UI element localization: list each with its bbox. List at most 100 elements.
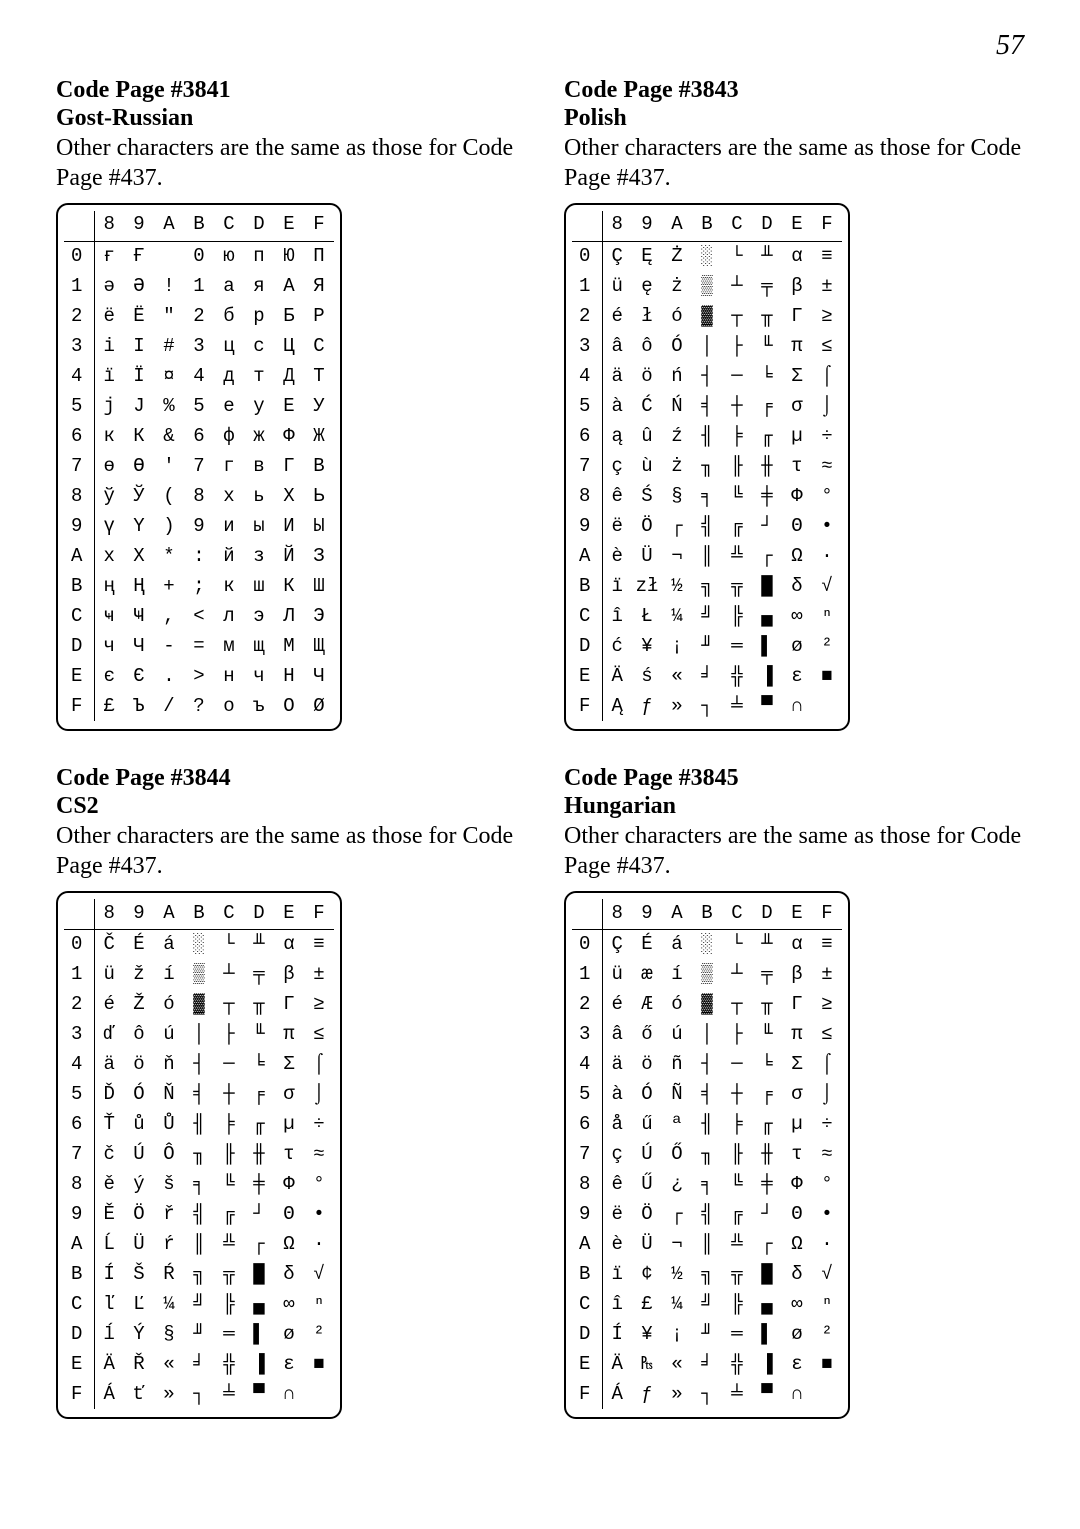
glyph-cell: Ř (124, 1349, 154, 1379)
glyph-cell: ┘ (752, 511, 782, 541)
glyph-cell: Ů (154, 1109, 184, 1139)
glyph-cell: р (244, 301, 274, 331)
glyph-cell: ¼ (662, 601, 692, 631)
glyph-cell: ╗ (692, 571, 722, 601)
glyph-cell: Ь (304, 481, 334, 511)
glyph-cell: 1 (184, 271, 214, 301)
glyph-cell: Ñ (662, 1079, 692, 1109)
glyph-cell: ▄ (244, 1289, 274, 1319)
glyph-cell: ╕ (184, 1169, 214, 1199)
glyph-cell: ▓ (692, 989, 722, 1019)
table-corner (64, 211, 94, 241)
glyph-cell: ╬ (722, 661, 752, 691)
glyph-cell: ┼ (214, 1079, 244, 1109)
row-header: 3 (572, 331, 602, 361)
glyph-cell: ф (214, 421, 244, 451)
glyph-cell: т (244, 361, 274, 391)
glyph-cell: • (304, 1199, 334, 1229)
row-header: C (572, 601, 602, 631)
glyph-cell: Ё (124, 301, 154, 331)
glyph-cell: ≡ (812, 241, 842, 271)
glyph-cell: К (124, 421, 154, 451)
glyph-cell: ç (602, 451, 632, 481)
glyph-cell: â (602, 1019, 632, 1049)
row-header: 9 (572, 1199, 602, 1229)
glyph-cell: ╞ (214, 1109, 244, 1139)
glyph-cell: ¢ (632, 1259, 662, 1289)
glyph-cell: П (304, 241, 334, 271)
glyph-cell: Ť (94, 1109, 124, 1139)
glyph-cell: µ (782, 1109, 812, 1139)
glyph-cell: ù (632, 451, 662, 481)
glyph-cell: Л (274, 601, 304, 631)
glyph-cell: ż (662, 451, 692, 481)
row-header: 5 (572, 391, 602, 421)
glyph-cell: ╕ (692, 481, 722, 511)
row-header: 7 (572, 1139, 602, 1169)
glyph-cell: ╛ (184, 1349, 214, 1379)
glyph-cell: / (154, 691, 184, 721)
glyph-cell: Φ (782, 481, 812, 511)
glyph-cell: » (662, 1379, 692, 1409)
glyph-cell: Д (274, 361, 304, 391)
glyph-cell: 0 (184, 241, 214, 271)
table-corner (64, 899, 94, 929)
glyph-cell: ┤ (692, 361, 722, 391)
glyph-cell: ы (244, 511, 274, 541)
column-header: F (304, 211, 334, 241)
glyph-cell: · (812, 1229, 842, 1259)
glyph-cell: ╠ (214, 1289, 244, 1319)
glyph-cell: Ó (124, 1079, 154, 1109)
glyph-cell: £ (94, 691, 124, 721)
glyph-cell: ┴ (214, 959, 244, 989)
glyph-cell: í (154, 959, 184, 989)
glyph-cell: ú (662, 1019, 692, 1049)
row-header: 1 (64, 959, 94, 989)
glyph-cell: ҹ (94, 601, 124, 631)
glyph-cell: ╧ (722, 1379, 752, 1409)
glyph-cell: ñ (662, 1049, 692, 1079)
row-header: C (64, 1289, 94, 1319)
glyph-cell: · (812, 541, 842, 571)
glyph-cell: ś (632, 661, 662, 691)
glyph-cell: Ü (124, 1229, 154, 1259)
glyph-cell: ƒ (632, 1379, 662, 1409)
glyph-cell: ≤ (812, 331, 842, 361)
glyph-cell: є (94, 661, 124, 691)
glyph-cell: ╦ (722, 571, 752, 601)
glyph-cell: ╘ (752, 361, 782, 391)
glyph-cell: ó (662, 989, 692, 1019)
glyph-cell: σ (782, 391, 812, 421)
glyph-cell: ▌ (752, 631, 782, 661)
glyph-cell: ≈ (812, 451, 842, 481)
glyph-cell: ▓ (692, 301, 722, 331)
glyph-cell: τ (274, 1139, 304, 1169)
row-header: F (572, 691, 602, 721)
glyph-cell: ╣ (692, 511, 722, 541)
glyph-cell: ≥ (812, 989, 842, 1019)
glyph-cell: ⁿ (304, 1289, 334, 1319)
glyph-cell: ≤ (812, 1019, 842, 1049)
glyph-cell: ü (602, 959, 632, 989)
glyph-cell (154, 241, 184, 271)
glyph-cell: » (154, 1379, 184, 1409)
glyph-cell: Ĺ (94, 1229, 124, 1259)
glyph-cell: ø (782, 1319, 812, 1349)
glyph-cell: É (124, 929, 154, 959)
glyph-cell: н (214, 661, 244, 691)
glyph-cell: ═ (722, 631, 752, 661)
glyph-cell: ├ (722, 331, 752, 361)
glyph-cell: ý (124, 1169, 154, 1199)
glyph-cell: ¼ (154, 1289, 184, 1319)
row-header: B (64, 571, 94, 601)
glyph-cell: Р (304, 301, 334, 331)
glyph-cell: Φ (274, 1169, 304, 1199)
glyph-cell: ⌡ (812, 1079, 842, 1109)
row-header: E (572, 661, 602, 691)
glyph-cell (812, 691, 842, 721)
glyph-cell: Ä (94, 1349, 124, 1379)
glyph-cell: ╙ (752, 1019, 782, 1049)
glyph-cell: 6 (184, 421, 214, 451)
glyph-cell: ó (662, 301, 692, 331)
glyph-cell: ÷ (812, 421, 842, 451)
